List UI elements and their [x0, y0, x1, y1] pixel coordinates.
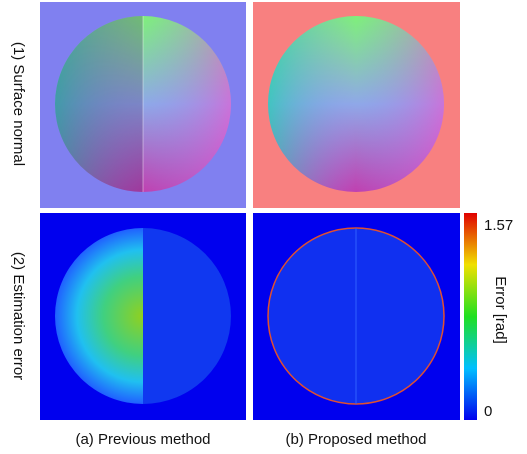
panel-error-previous [40, 213, 246, 420]
column-label: (a) Previous method [75, 431, 210, 448]
row-label: (1) Surface normal [10, 42, 27, 166]
page: (1) Surface normal (2) Estimation error … [0, 0, 527, 454]
colorbar-title: Error [rad] [492, 276, 509, 344]
colorbar-max: 1.57 [484, 217, 513, 234]
row-label: (2) Estimation error [10, 252, 27, 380]
figure: (1) Surface normal (2) Estimation error … [0, 0, 527, 454]
panel-normal-proposed [253, 2, 460, 208]
column-label: (b) Proposed method [286, 431, 427, 448]
colorbar-min: 0 [484, 403, 492, 420]
panel-normal-previous [40, 2, 246, 208]
colorbar [464, 213, 477, 420]
panel-error-proposed [253, 213, 460, 420]
